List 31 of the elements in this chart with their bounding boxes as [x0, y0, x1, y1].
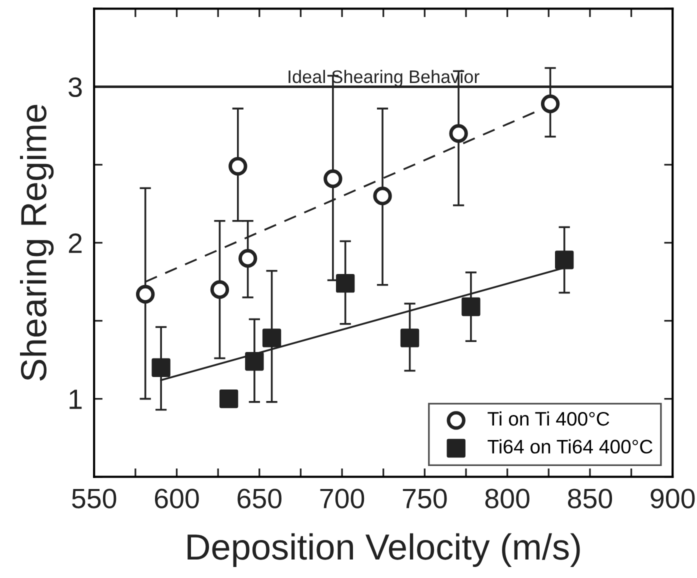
x-tick-label: 650: [238, 488, 282, 508]
point: [262, 328, 282, 348]
point: [228, 156, 248, 176]
point: [136, 284, 155, 304]
y-tick-label: 3: [68, 77, 82, 98]
point: [238, 249, 258, 268]
point: [373, 186, 392, 206]
point: [540, 94, 560, 114]
point: [449, 124, 468, 143]
x-axis-title: Deposition Velocity (m/s): [188, 533, 580, 567]
x-tick-label: 800: [485, 488, 530, 508]
point: [245, 352, 264, 371]
point: [400, 328, 420, 348]
legend-label: Ti64 on Ti64 400°C: [488, 439, 652, 454]
x-tick-label: 900: [650, 488, 695, 508]
point: [555, 250, 574, 270]
point: [324, 169, 342, 188]
point: [336, 274, 355, 293]
point: [219, 389, 238, 408]
x-tick-label: 550: [72, 488, 116, 508]
y-tick-label: 1: [70, 390, 82, 409]
legend-label: Ti on Ti 400°C: [488, 411, 610, 426]
point: [210, 280, 230, 299]
x-tick-label: 700: [320, 488, 364, 508]
point: [152, 358, 170, 377]
y-axis-title: Shearing Regime: [20, 104, 54, 381]
x-tick-label: 750: [402, 488, 447, 508]
x-tick-label: 600: [154, 488, 199, 508]
x-tick-label: 850: [568, 488, 612, 508]
point: [462, 297, 480, 316]
y-tick-label: 2: [68, 233, 82, 253]
